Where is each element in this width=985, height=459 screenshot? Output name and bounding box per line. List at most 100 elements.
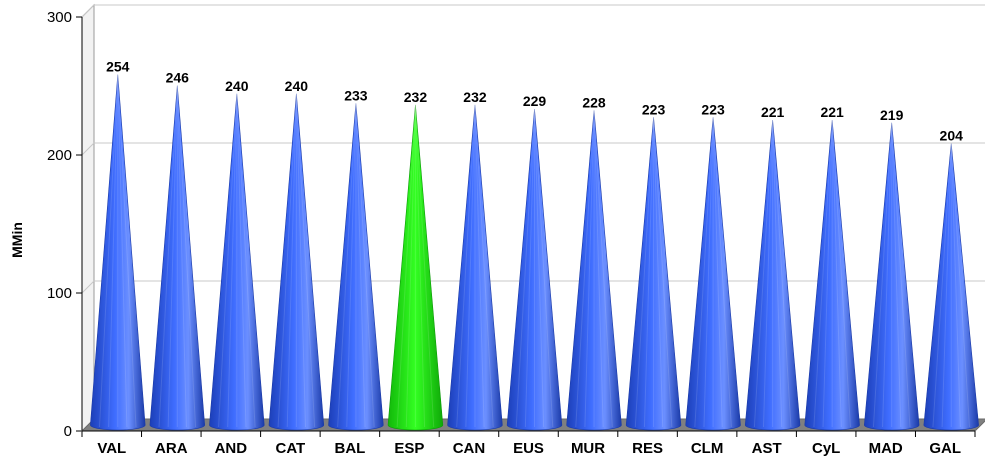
cone-facet xyxy=(277,93,297,428)
cone-facet xyxy=(753,119,774,428)
cone-facet xyxy=(694,117,714,428)
cone-shape xyxy=(566,110,622,431)
x-tick-label: RES xyxy=(632,440,663,457)
cone-bar-can xyxy=(447,104,503,431)
cone-shape xyxy=(923,143,979,431)
x-tick-label: VAL xyxy=(97,440,126,457)
cone-facet xyxy=(534,108,554,428)
x-tick-label: AST xyxy=(752,440,782,457)
cone-facet xyxy=(158,85,178,428)
value-labels: 254 246 240 240 233 232 232 229 228 223 223 221 221 2… xyxy=(106,58,963,143)
cone-facet xyxy=(167,85,178,428)
cone-bar-val xyxy=(90,74,146,431)
cone-facet xyxy=(593,110,613,428)
cone-facet xyxy=(346,103,357,428)
cone-facet xyxy=(176,85,197,428)
cone-facet xyxy=(286,93,297,428)
gridline-side xyxy=(81,142,95,156)
cone-shape xyxy=(864,122,920,431)
cone-facet xyxy=(227,93,238,428)
cone-facet xyxy=(653,117,664,428)
cone-bar-ara xyxy=(149,85,205,431)
x-tick-label: ESP xyxy=(394,440,424,457)
cone-shape xyxy=(744,119,801,431)
value-label: 221 xyxy=(820,104,844,120)
x-tick-label: EUS xyxy=(513,440,544,457)
value-label: 229 xyxy=(523,93,547,109)
cone-facet xyxy=(941,143,952,428)
cone-bar-clm xyxy=(685,117,741,431)
x-tick-label: ARA xyxy=(155,440,188,457)
cone-shape xyxy=(506,108,563,431)
gridline-side xyxy=(81,4,95,18)
cone-facet xyxy=(891,122,902,428)
cone-shape xyxy=(268,93,325,431)
cone-facet xyxy=(932,143,952,428)
x-tick-label: CLM xyxy=(691,440,724,457)
y-tick-label: 100 xyxy=(47,285,72,302)
cone-shape xyxy=(804,119,860,431)
cone-shape xyxy=(387,104,444,431)
cone-facet xyxy=(99,74,119,428)
cone-facet xyxy=(772,120,783,428)
cone-shape xyxy=(447,104,503,431)
value-label: 240 xyxy=(225,78,249,94)
cone-facet xyxy=(108,74,119,428)
x-axis: VAL ARA AND CAT BAL ESP CAN EUS MUR RES CLM AST CyL M… xyxy=(81,430,976,457)
x-tick-label: GAL xyxy=(929,440,961,457)
cone-facet xyxy=(813,119,833,428)
cone-facet xyxy=(355,103,366,428)
cone-facet xyxy=(872,122,893,428)
cone-facet xyxy=(831,120,842,428)
cone-facet xyxy=(117,74,137,428)
cone-facet xyxy=(396,104,416,428)
x-tick-label: CAN xyxy=(453,440,486,457)
cone-facet xyxy=(950,143,970,428)
cone-bar-bal xyxy=(328,103,384,431)
cone-facet xyxy=(414,104,426,428)
cone-bar-eus xyxy=(506,108,563,431)
cone-facet xyxy=(337,103,357,428)
cone-facet xyxy=(891,122,911,428)
cone-facet xyxy=(575,110,595,428)
cone-bar-cat xyxy=(268,93,325,431)
cone-facet xyxy=(634,117,655,428)
cone-shape xyxy=(209,93,265,431)
x-tick-label: CAT xyxy=(276,440,306,457)
cone-shape xyxy=(685,117,741,431)
cone-facet xyxy=(295,93,306,428)
value-label: 232 xyxy=(404,89,428,105)
cone-facet xyxy=(218,93,238,428)
x-tick-label: AND xyxy=(215,440,248,457)
gridline-side xyxy=(81,280,95,294)
cone-facet xyxy=(763,120,774,428)
cone-facet xyxy=(593,110,604,428)
value-label: 232 xyxy=(463,89,487,105)
cone-facet xyxy=(515,108,535,428)
cone-bar-ast xyxy=(744,119,801,431)
cone-facet xyxy=(653,117,673,428)
value-label: 228 xyxy=(582,94,606,110)
cone-facet xyxy=(882,122,893,428)
cone-facet xyxy=(474,104,494,428)
cone-bar-cyl xyxy=(804,119,860,431)
y-tick-label: 0 xyxy=(64,423,72,440)
cone-facet xyxy=(831,119,851,428)
cone-facet xyxy=(534,108,545,428)
x-tick-label: MAD xyxy=(869,440,903,457)
cone-bar-gal xyxy=(923,143,979,431)
value-label: 223 xyxy=(642,101,666,117)
cone-facet xyxy=(295,93,316,428)
cone-bar-mur xyxy=(566,110,622,431)
cone-facet xyxy=(117,74,128,428)
cone-facet xyxy=(405,104,416,428)
value-label: 240 xyxy=(285,78,309,94)
cone-facet xyxy=(456,104,476,428)
y-tick-label: 200 xyxy=(47,147,72,164)
cone-facet xyxy=(465,104,476,428)
x-tick-label: CyL xyxy=(812,440,840,457)
cone-facet xyxy=(772,119,792,428)
cones xyxy=(90,74,979,431)
cone-facet xyxy=(176,85,187,428)
